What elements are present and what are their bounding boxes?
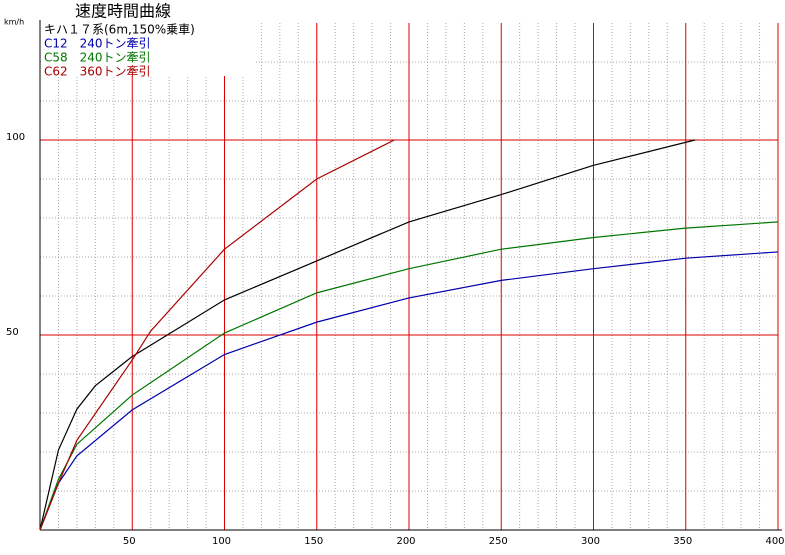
x-tick-label: 300 [581, 536, 600, 547]
x-tick-label: 200 [396, 536, 415, 547]
series-line [39, 139, 395, 531]
x-tick-label: 150 [304, 536, 323, 547]
y-tick-label: 50 [6, 327, 19, 338]
series-line [39, 251, 779, 531]
x-tick-label: 400 [765, 536, 784, 547]
legend-box [42, 22, 254, 76]
x-tick-label: 50 [123, 536, 136, 547]
legend-entry: C58 240トン牽引 [44, 50, 151, 65]
chart-title: 速度時間曲線 [75, 2, 171, 21]
legend-entry: C12 240トン牽引 [44, 36, 151, 51]
legend-entry: C62 360トン牽引 [44, 64, 151, 79]
x-tick-label: 350 [673, 536, 692, 547]
y-tick-label: 100 [6, 132, 25, 143]
x-tick-label: 250 [489, 536, 508, 547]
y-axis-label: km/h [4, 18, 24, 27]
series-line [39, 139, 696, 531]
x-tick-label: 100 [212, 536, 231, 547]
legend-entry: キハ１７系(6m,150%乗車) [44, 23, 195, 37]
